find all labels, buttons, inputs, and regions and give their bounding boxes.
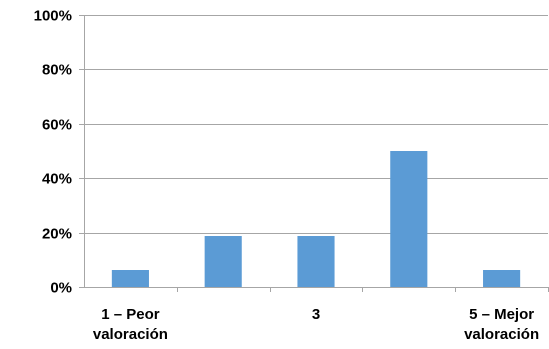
x-tick-label: 3 [312, 306, 320, 323]
y-tick-label: 40% [42, 171, 72, 188]
gridlines [84, 15, 548, 234]
x-tick-label: 1 – Peor [101, 306, 160, 323]
y-tick-label: 0% [50, 280, 72, 297]
y-tick-labels: 0% 20% 40% 60% 80% 100% [34, 8, 72, 297]
bar [483, 270, 521, 287]
x-tick-label: 5 – Mejor [469, 306, 534, 323]
bar [297, 236, 335, 287]
bars [111, 151, 521, 287]
x-tick-label: valoración [464, 326, 539, 343]
bar [111, 270, 149, 287]
x-tick-labels: 1 – Peor valoración 3 5 – Mejor valoración [93, 306, 539, 343]
y-tick-label: 60% [42, 117, 72, 134]
y-tick-label: 100% [34, 8, 72, 25]
y-tick-label: 20% [42, 226, 72, 243]
bar [390, 151, 428, 287]
bar [204, 236, 242, 287]
y-tick-label: 80% [42, 62, 72, 79]
x-tick-label: valoración [93, 326, 168, 343]
axes [79, 15, 549, 292]
